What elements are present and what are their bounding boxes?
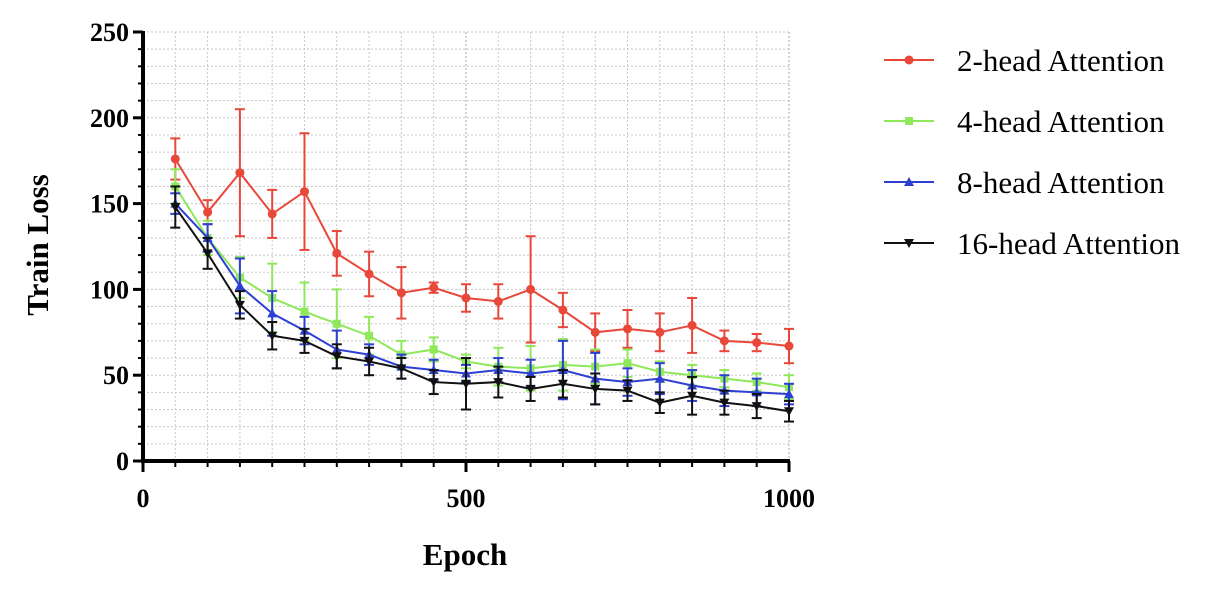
data-point	[235, 168, 245, 178]
legend-entry: 8-head Attention	[884, 165, 1165, 200]
legend-entry: 16-head Attention	[884, 226, 1180, 261]
data-point	[300, 307, 309, 316]
data-point	[752, 338, 762, 348]
series-4	[170, 185, 794, 423]
y-tick-label: 50	[103, 361, 129, 390]
data-point	[429, 345, 438, 354]
data-point	[623, 324, 632, 334]
data-point	[590, 327, 600, 337]
data-point	[719, 336, 729, 346]
data-point	[784, 341, 794, 351]
data-point	[461, 379, 471, 389]
series-line	[174, 206, 790, 413]
legend-label: 8-head Attention	[957, 165, 1165, 200]
x-axis-title: Epoch	[423, 537, 507, 572]
data-point	[558, 305, 568, 315]
data-point	[687, 320, 697, 330]
data-point	[170, 203, 181, 213]
data-point	[364, 357, 375, 367]
data-point	[332, 248, 342, 258]
legend-label: 16-head Attention	[957, 226, 1180, 261]
legend-swatch-marker	[905, 117, 913, 125]
data-point	[526, 284, 536, 294]
data-point	[687, 391, 698, 401]
data-point	[623, 359, 632, 368]
data-point	[267, 331, 278, 341]
data-point	[525, 384, 536, 394]
legend-swatch-marker	[904, 55, 914, 65]
series-line	[174, 158, 790, 348]
data-point	[461, 293, 471, 303]
legend-swatch-marker	[904, 177, 914, 186]
legend-label: 4-head Attention	[957, 104, 1165, 139]
data-point	[429, 283, 439, 293]
data-point	[267, 209, 277, 219]
y-tick-label: 0	[116, 447, 129, 476]
series-line	[174, 202, 790, 396]
data-point	[525, 368, 536, 378]
data-point	[493, 296, 503, 306]
data-point	[428, 378, 439, 388]
data-point	[622, 386, 633, 396]
y-tick-label: 150	[90, 190, 129, 219]
legend: 2-head Attention 4-head Attention 8-head A…	[884, 43, 1180, 261]
data-point	[751, 402, 762, 412]
data-point	[784, 389, 794, 399]
legend-entry: 4-head Attention	[884, 104, 1165, 139]
data-point	[654, 398, 665, 408]
y-tick-label: 250	[90, 18, 129, 47]
data-point	[170, 154, 180, 164]
data-point	[300, 187, 309, 197]
data-point	[590, 384, 601, 394]
data-point	[784, 407, 794, 417]
series-1	[170, 108, 794, 365]
data-point	[719, 398, 730, 408]
series-area	[170, 108, 794, 423]
data-point	[202, 249, 213, 259]
data-point	[331, 352, 342, 362]
legend-label: 2-head Attention	[957, 43, 1165, 78]
data-point	[365, 331, 374, 340]
data-point	[655, 327, 665, 337]
data-point	[203, 207, 213, 217]
legend-entry: 2-head Attention	[884, 43, 1165, 78]
data-point	[332, 319, 341, 328]
data-point	[557, 379, 568, 389]
data-point	[396, 364, 407, 374]
data-point	[234, 280, 245, 290]
legend-swatch-marker	[904, 239, 914, 248]
data-point	[493, 378, 504, 388]
x-tick-label: 500	[447, 484, 486, 513]
x-tick-label: 1000	[763, 484, 815, 513]
data-point	[234, 300, 245, 310]
data-point	[299, 336, 310, 346]
axes: 0 50 100 150 200 250 0 500 1000	[90, 18, 815, 513]
y-tick-label: 100	[90, 275, 129, 304]
data-point	[364, 269, 374, 279]
y-axis-title: Train Loss	[20, 174, 55, 316]
data-point	[396, 288, 406, 298]
series-line	[174, 185, 790, 389]
y-tick-label: 200	[90, 104, 129, 133]
x-tick-label: 0	[137, 484, 150, 513]
data-point	[267, 308, 278, 318]
data-point	[654, 373, 665, 383]
